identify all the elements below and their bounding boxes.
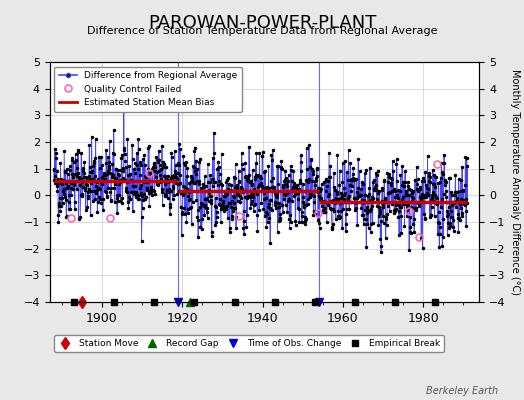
Text: Difference of Station Temperature Data from Regional Average: Difference of Station Temperature Data f… xyxy=(87,26,437,36)
Text: PAROWAN-POWER-PLANT: PAROWAN-POWER-PLANT xyxy=(148,14,376,32)
Y-axis label: Monthly Temperature Anomaly Difference (°C): Monthly Temperature Anomaly Difference (… xyxy=(509,69,520,295)
Text: Berkeley Earth: Berkeley Earth xyxy=(425,386,498,396)
Legend: Station Move, Record Gap, Time of Obs. Change, Empirical Break: Station Move, Record Gap, Time of Obs. C… xyxy=(54,335,444,352)
